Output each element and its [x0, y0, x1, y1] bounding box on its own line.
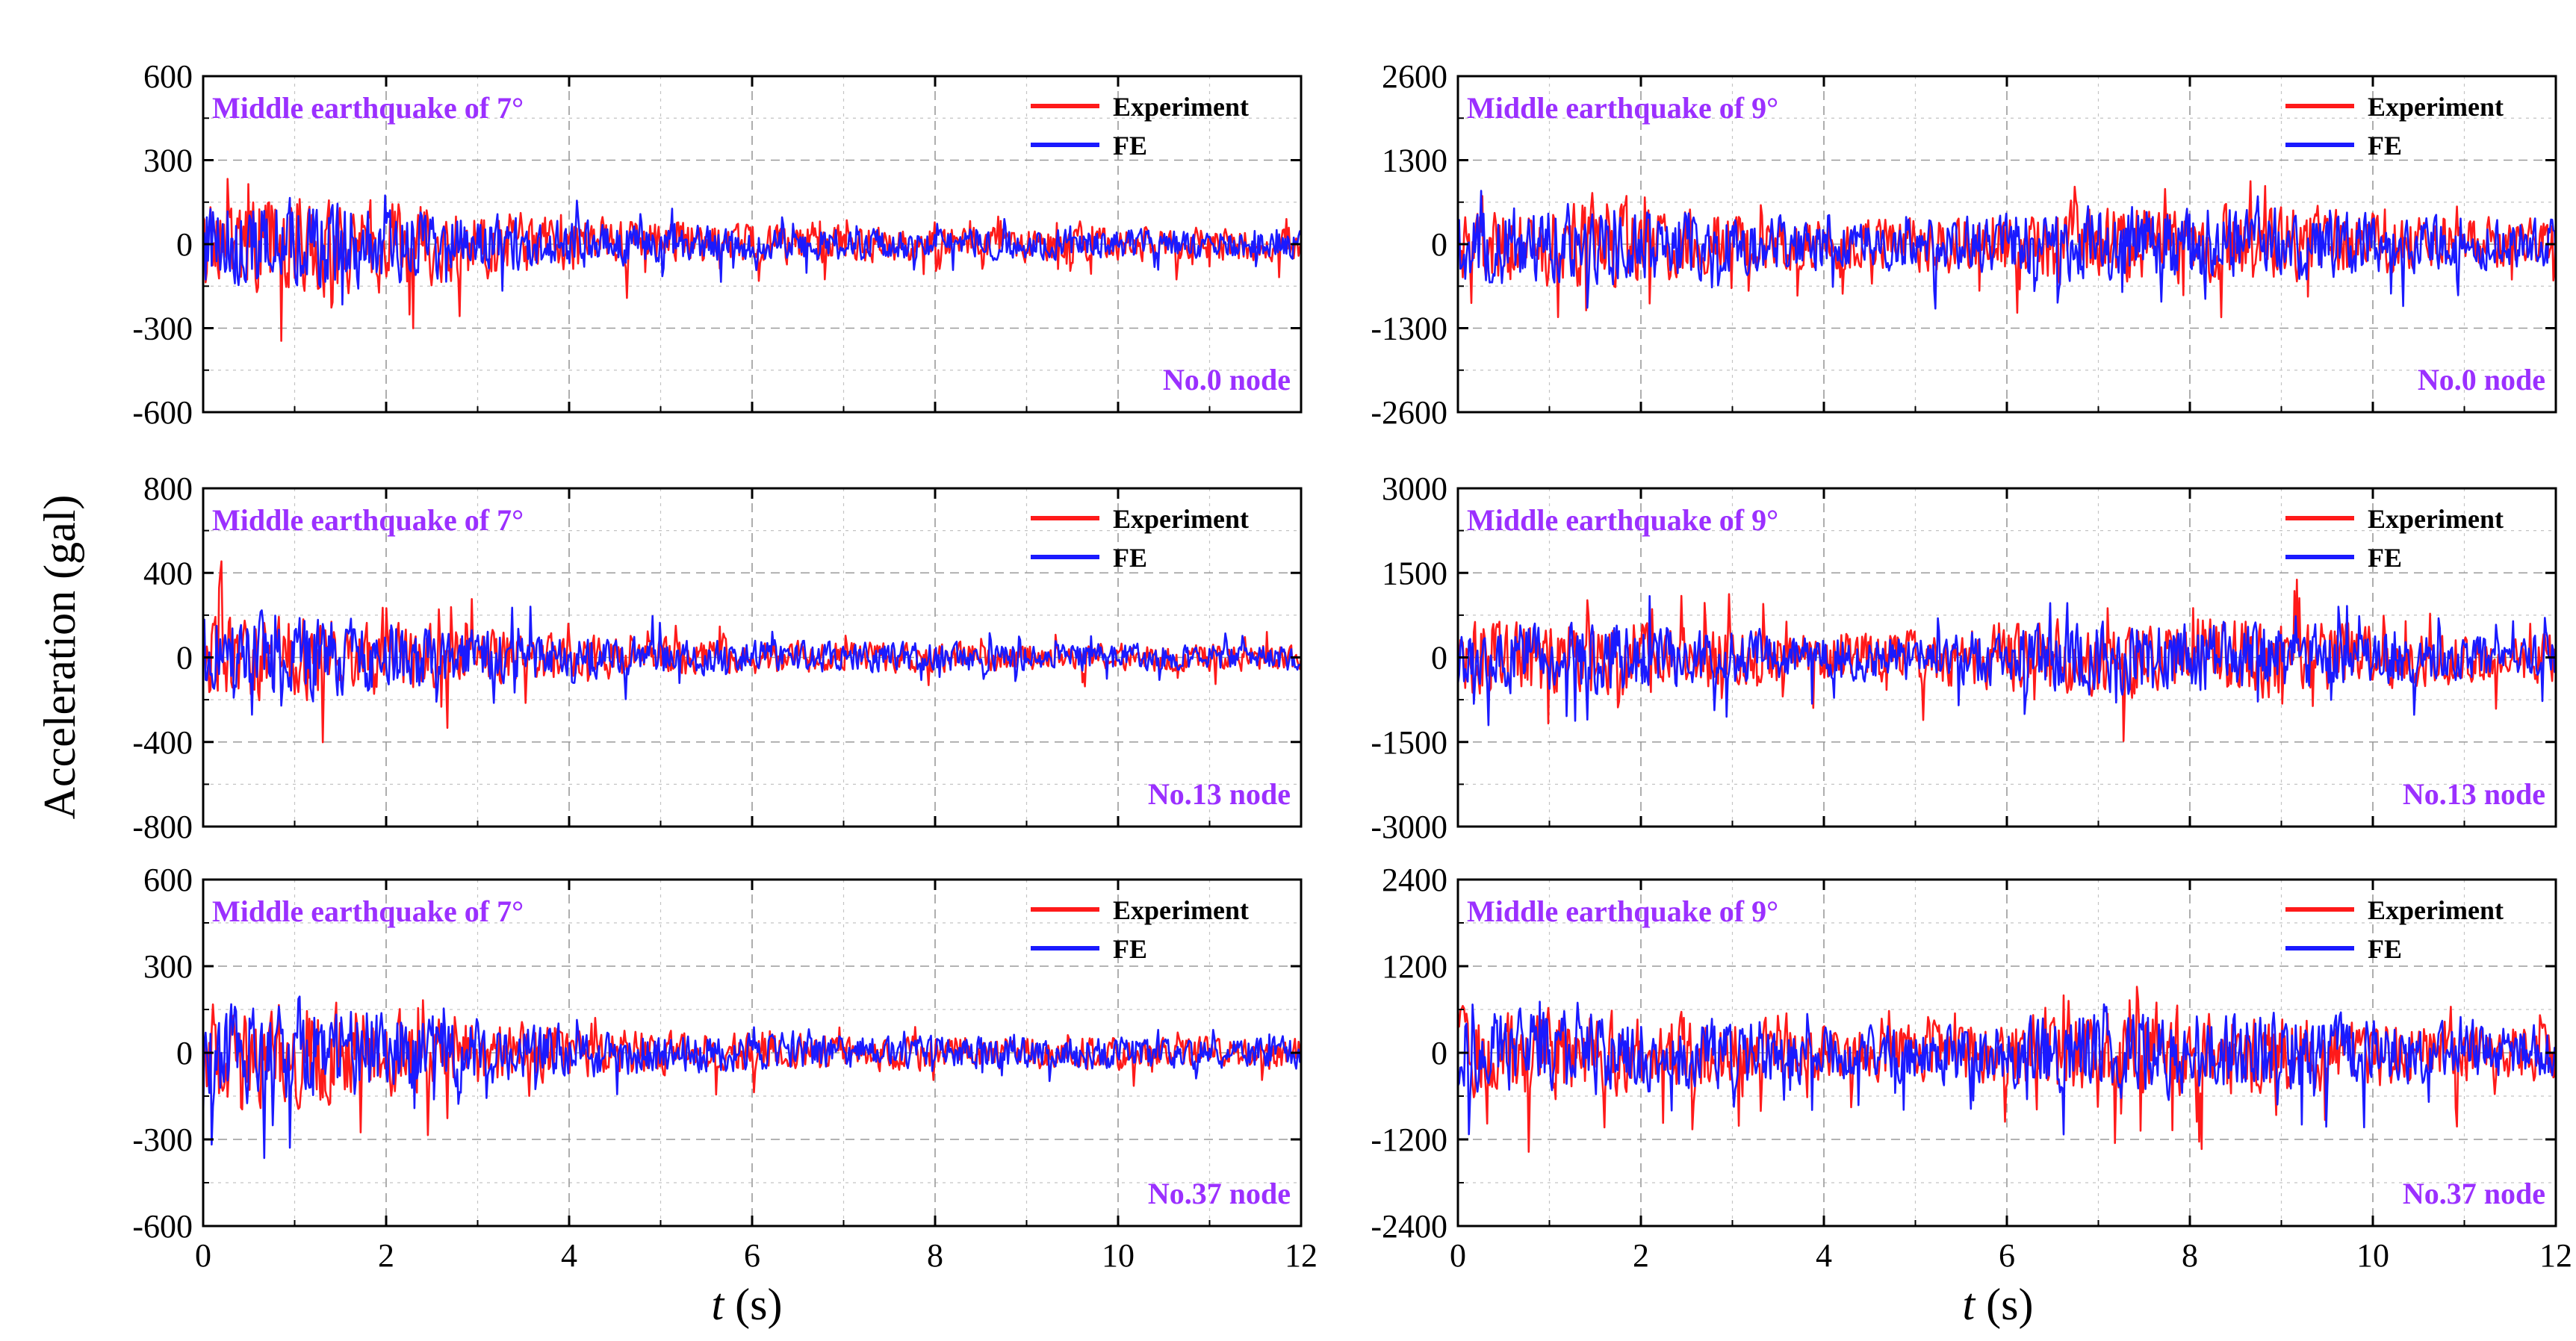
series-line-fe	[1458, 595, 2556, 726]
x-axis-var-left: t	[712, 1280, 725, 1329]
legend-label-fe: FE	[2368, 543, 2402, 573]
y-tick-label: 2400	[1382, 862, 1447, 898]
legend-label-fe: FE	[1113, 131, 1147, 161]
x-tick-label: 6	[744, 1237, 760, 1274]
series-line-fe	[203, 606, 1301, 716]
series-line-experiment	[203, 178, 1301, 342]
panel-left-top: -600 -300 0 300 600 Middle earthquake of 7° No…	[132, 58, 1303, 431]
series-line-fe	[1458, 190, 2556, 310]
x-axis-title-right: t (s)	[1963, 1280, 2034, 1329]
y-tick-label: 400	[143, 555, 193, 591]
y-tick-label: 800	[143, 470, 193, 507]
x-axis-var-right: t	[1963, 1280, 1976, 1329]
y-tick-label: 300	[143, 948, 193, 985]
legend-label-experiment: Experiment	[2368, 504, 2504, 534]
legend-label-fe: FE	[2368, 131, 2402, 161]
y-tick-label: -3000	[1371, 809, 1447, 845]
y-axis-title: Acceleration (gal)	[35, 495, 84, 820]
y-tick-label: 1300	[1382, 143, 1447, 179]
x-tick-label: 4	[561, 1237, 577, 1274]
y-tick-label: -600	[132, 394, 193, 431]
legend-label-experiment: Experiment	[2368, 895, 2504, 925]
panel-left-bottom: -600 -300 0 300 600 0 2 4 6 8 10 12 Middle earthquak…	[132, 862, 1318, 1274]
node-label: No.0 node	[1163, 363, 1291, 396]
legend-label-experiment: Experiment	[1113, 895, 1249, 925]
panel-right-middle: -3000 -1500 0 1500 3000 Middle earthquake of …	[1371, 470, 2557, 845]
series-group	[203, 560, 1301, 744]
y-tick-label: 0	[1431, 640, 1447, 676]
series-line-fe	[203, 194, 1301, 306]
y-tick-label: -2600	[1371, 394, 1447, 431]
panel-title: Middle earthquake of 7°	[212, 91, 524, 125]
panel-title: Middle earthquake of 9°	[1467, 503, 1778, 537]
series-line-experiment	[1458, 579, 2556, 742]
series-group	[1458, 180, 2556, 319]
y-tick-label: -800	[132, 809, 193, 845]
x-tick-label: 6	[1999, 1237, 2015, 1274]
panel-right-top: -2600 -1300 0 1300 2600 Middle earthquake of …	[1371, 58, 2557, 431]
panel-left-middle: -800 -400 0 400 800 Middle earthquake of 7° No…	[132, 470, 1303, 845]
y-tick-label: 600	[143, 862, 193, 898]
x-axis-unit-right: (s)	[1975, 1280, 2033, 1329]
y-tick-label: -300	[132, 1121, 193, 1158]
x-tick-label: 10	[2356, 1237, 2389, 1274]
series-line-experiment	[203, 560, 1301, 744]
node-label: No.13 node	[2403, 777, 2545, 811]
y-tick-label: 0	[176, 640, 193, 676]
y-tick-label: -1300	[1371, 311, 1447, 347]
legend-label-experiment: Experiment	[1113, 504, 1249, 534]
panel-title: Middle earthquake of 7°	[212, 503, 524, 537]
x-axis-title-left: t (s)	[712, 1280, 783, 1329]
y-tick-label: -2400	[1371, 1208, 1447, 1245]
y-tick-label: 300	[143, 143, 193, 179]
panel-title: Middle earthquake of 9°	[1467, 91, 1778, 125]
node-label: No.37 node	[2403, 1177, 2545, 1210]
x-tick-label: 0	[195, 1237, 211, 1274]
y-tick-label: 0	[1431, 1035, 1447, 1071]
x-tick-label: 12	[1285, 1237, 1318, 1274]
series-group	[1458, 579, 2556, 742]
x-tick-label: 0	[1450, 1237, 1466, 1274]
node-label: No.37 node	[1148, 1177, 1291, 1210]
y-tick-label: -1500	[1371, 724, 1447, 761]
y-tick-label: 1200	[1382, 948, 1447, 985]
y-tick-label: -300	[132, 311, 193, 347]
series-group	[203, 995, 1301, 1160]
x-tick-label: 4	[1816, 1237, 1832, 1274]
legend-label-fe: FE	[1113, 934, 1147, 964]
series-group	[203, 178, 1301, 342]
panel-title: Middle earthquake of 9°	[1467, 894, 1778, 928]
series-line-fe	[1458, 1001, 2556, 1136]
y-tick-label: 3000	[1382, 470, 1447, 507]
panel-title: Middle earthquake of 7°	[212, 894, 524, 928]
y-tick-label: 0	[176, 226, 193, 263]
y-tick-label: -600	[132, 1208, 193, 1245]
y-tick-label: 0	[176, 1035, 193, 1071]
y-tick-label: 600	[143, 58, 193, 95]
node-label: No.0 node	[2418, 363, 2545, 396]
y-tick-label: 1500	[1382, 555, 1447, 591]
legend-label-fe: FE	[1113, 543, 1147, 573]
x-tick-label: 10	[1102, 1237, 1135, 1274]
y-tick-label: -1200	[1371, 1121, 1447, 1158]
legend-label-experiment: Experiment	[2368, 92, 2504, 122]
x-axis-unit-left: (s)	[724, 1280, 782, 1329]
y-tick-label: 2600	[1382, 58, 1447, 95]
y-tick-label: -400	[132, 724, 193, 761]
legend-label-fe: FE	[2368, 934, 2402, 964]
series-group	[1458, 986, 2556, 1153]
node-label: No.13 node	[1148, 777, 1291, 811]
x-tick-label: 2	[1633, 1237, 1649, 1274]
x-tick-label: 2	[378, 1237, 394, 1274]
x-tick-label: 8	[927, 1237, 943, 1274]
x-tick-label: 12	[2539, 1237, 2572, 1274]
x-tick-label: 8	[2182, 1237, 2198, 1274]
legend-label-experiment: Experiment	[1113, 92, 1249, 122]
series-line-fe	[203, 995, 1301, 1160]
panel-right-bottom: -2400 -1200 0 1200 2400 0 2 4 6 8 10 12 Middle earth…	[1371, 862, 2572, 1274]
y-tick-label: 0	[1431, 226, 1447, 263]
